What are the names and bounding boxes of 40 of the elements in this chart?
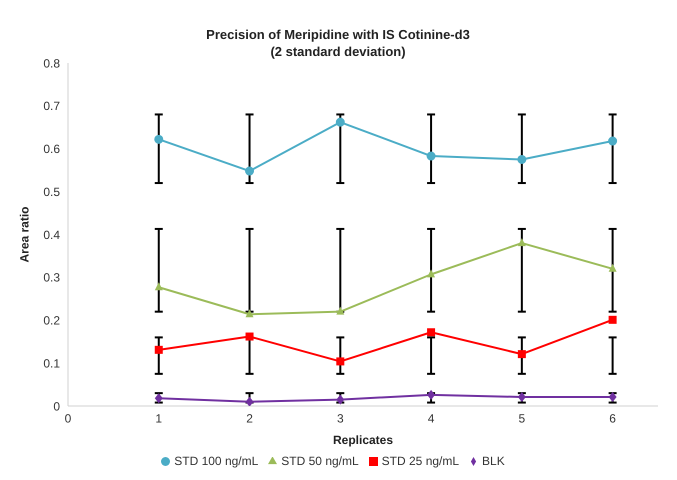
x-tick-label: 3 xyxy=(336,412,344,426)
y-tick-label: 0.2 xyxy=(43,314,60,328)
point xyxy=(336,357,344,366)
y-tick-label: 0.5 xyxy=(43,184,60,199)
point xyxy=(336,394,344,405)
y-tick-label: 0.7 xyxy=(43,99,60,114)
y-tick-label: 0.3 xyxy=(43,270,60,285)
x-tick-label: 4 xyxy=(428,412,435,426)
point xyxy=(518,238,526,246)
x-tick-label: 1 xyxy=(155,412,162,426)
y-axis-title: Area ratio xyxy=(17,206,32,263)
y-tick-label: 0.6 xyxy=(43,142,60,156)
point xyxy=(608,316,617,324)
legend-label: STD 100 ng/mL xyxy=(174,454,258,468)
point xyxy=(154,282,163,290)
legend-label: BLK xyxy=(482,454,505,468)
point xyxy=(608,264,617,272)
x-tick-label: 6 xyxy=(609,412,616,426)
chart-title: Precision of Meripidine with IS Cotinine-d3 (2 standard deviation) xyxy=(205,26,471,59)
y-tick-label: 0.4 xyxy=(43,228,60,242)
legend-label: STD 50 ng/mL xyxy=(281,454,359,468)
x-tick-label: 2 xyxy=(246,412,254,426)
legend-label: STD 25 ng/mL xyxy=(382,454,460,468)
point xyxy=(336,118,345,127)
y-tick-label: 0.8 xyxy=(43,56,60,70)
point xyxy=(518,350,526,358)
point xyxy=(517,154,526,164)
y-tick-label: 0 xyxy=(53,399,60,414)
x-axis-title: Replicates xyxy=(332,433,394,447)
point xyxy=(427,269,436,278)
point xyxy=(154,346,163,354)
y-tick-label: 0.1 xyxy=(43,356,60,370)
point xyxy=(426,152,436,161)
point xyxy=(246,396,254,406)
point xyxy=(154,134,164,144)
point xyxy=(427,390,436,400)
x-tick-label: 0 xyxy=(64,412,72,426)
point xyxy=(245,166,254,176)
x-tick-label: 5 xyxy=(518,412,526,426)
point xyxy=(608,136,618,146)
